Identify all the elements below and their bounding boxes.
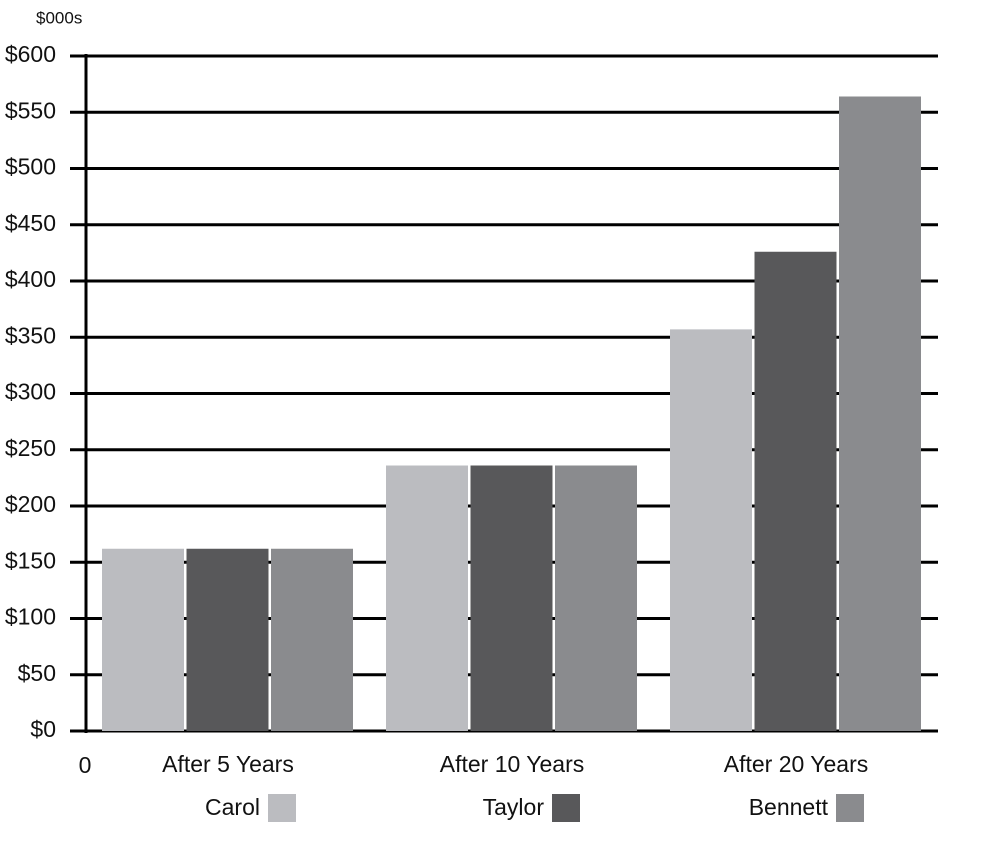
bar xyxy=(271,548,353,731)
y-tick-label: $50 xyxy=(18,660,56,686)
y-tick-label: $250 xyxy=(5,435,56,461)
x-tick-label: After 10 Years xyxy=(440,751,585,777)
legend-swatch xyxy=(836,794,864,822)
y-tick-label: $600 xyxy=(5,41,56,67)
bar xyxy=(186,548,269,731)
y-tick-label: $0 xyxy=(30,716,56,742)
y-tick-label: $350 xyxy=(5,322,56,348)
legend-label: Carol xyxy=(205,794,260,820)
y-tick-label: $100 xyxy=(5,604,56,630)
y-tick-label: $300 xyxy=(5,379,56,405)
x-tick-label: After 20 Years xyxy=(724,751,869,777)
bar xyxy=(555,465,637,731)
y-tick-label: $200 xyxy=(5,491,56,517)
bar xyxy=(386,465,468,731)
bar xyxy=(470,465,553,731)
y-tick-label: $550 xyxy=(5,97,56,123)
legend-swatch xyxy=(268,794,296,822)
y-tick-label: $500 xyxy=(5,154,56,180)
legend-label: Taylor xyxy=(483,794,545,820)
bar xyxy=(839,96,921,731)
bar xyxy=(754,251,837,731)
legend-swatch xyxy=(552,794,580,822)
y-tick-label: $450 xyxy=(5,210,56,236)
y-axis-unit: $000s xyxy=(36,8,82,27)
y-tick-label: $400 xyxy=(5,266,56,292)
bar xyxy=(102,548,184,731)
legend-label: Bennett xyxy=(749,794,829,820)
x-tick-label: After 5 Years xyxy=(162,751,294,777)
bar xyxy=(670,329,752,731)
y-tick-label: $150 xyxy=(5,547,56,573)
x-origin-label: 0 xyxy=(79,752,92,778)
